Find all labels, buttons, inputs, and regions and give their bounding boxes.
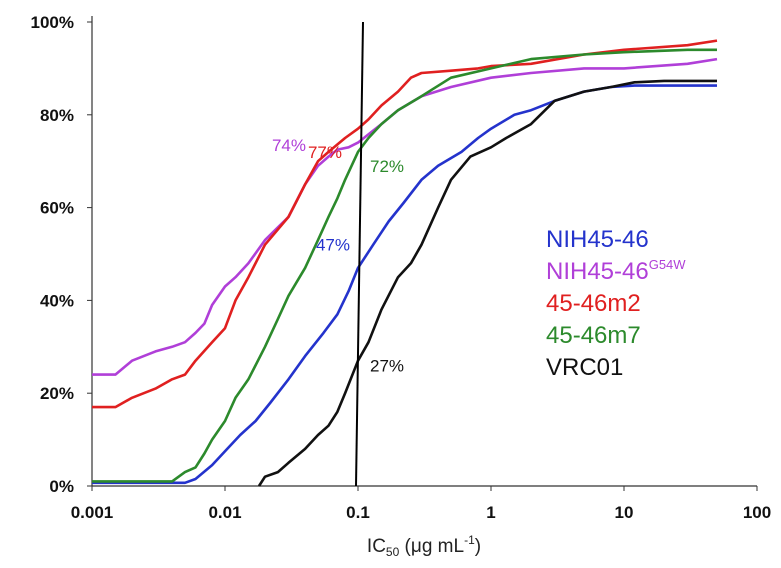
x-tick-labels: 0.001 0.01 0.1 1 10 100 [71,486,771,522]
y-tick-label-4: 80% [40,106,74,125]
legend-name: NIH45-46 [546,258,649,285]
x-tick-label-2: 0.1 [346,503,370,522]
x-tick-label-5: 100 [743,503,771,522]
x-tick-label-3: 1 [486,503,495,522]
legend-name: VRC01 [546,354,623,381]
legend-entry-4: VRC01 [546,354,623,381]
percent-label-1: 74% [272,136,306,155]
x-tick-label-4: 10 [615,503,634,522]
percent-label-3: 72% [370,157,404,176]
y-tick-label-2: 40% [40,291,74,310]
legend-name: NIH45-46 [546,226,649,253]
legend-name: 45-46m7 [546,322,641,349]
series-line-4 [257,79,717,487]
legend-entry-0: NIH45-46 [546,226,649,253]
legend-superscript: G54W [649,257,687,272]
series-line-0 [92,84,717,485]
y-tick-label-3: 60% [40,199,74,218]
ic50-reference-line [355,21,364,487]
y-tick-label-1: 20% [40,384,74,403]
legend-entry-3: 45-46m7 [546,322,641,349]
legend-entry-2: 45-46m2 [546,290,641,317]
series-line-3 [92,48,717,483]
y-tick-labels: 0% 20% 40% 60% 80% 100% [31,13,92,496]
series-line-2 [92,39,718,409]
series-layer [92,39,718,487]
x-tick-label-1: 0.01 [208,503,241,522]
percent-label-layer: 47% 74% 77% 72% 27% [272,136,404,375]
percent-label-0: 47% [316,236,350,255]
x-tick-label-0: 0.001 [71,503,114,522]
percent-label-4: 27% [370,356,404,375]
x-axis-title: IC50 (μg mL-1) [367,533,481,559]
plot-area: 47% 74% 77% 72% 27% [91,16,757,487]
y-tick-label-5: 100% [31,13,74,32]
y-tick-label-0: 0% [49,477,74,496]
legend-entry-1: NIH45-46G54W [546,257,686,285]
percent-label-2: 77% [308,143,342,162]
legend-name: 45-46m2 [546,290,641,317]
